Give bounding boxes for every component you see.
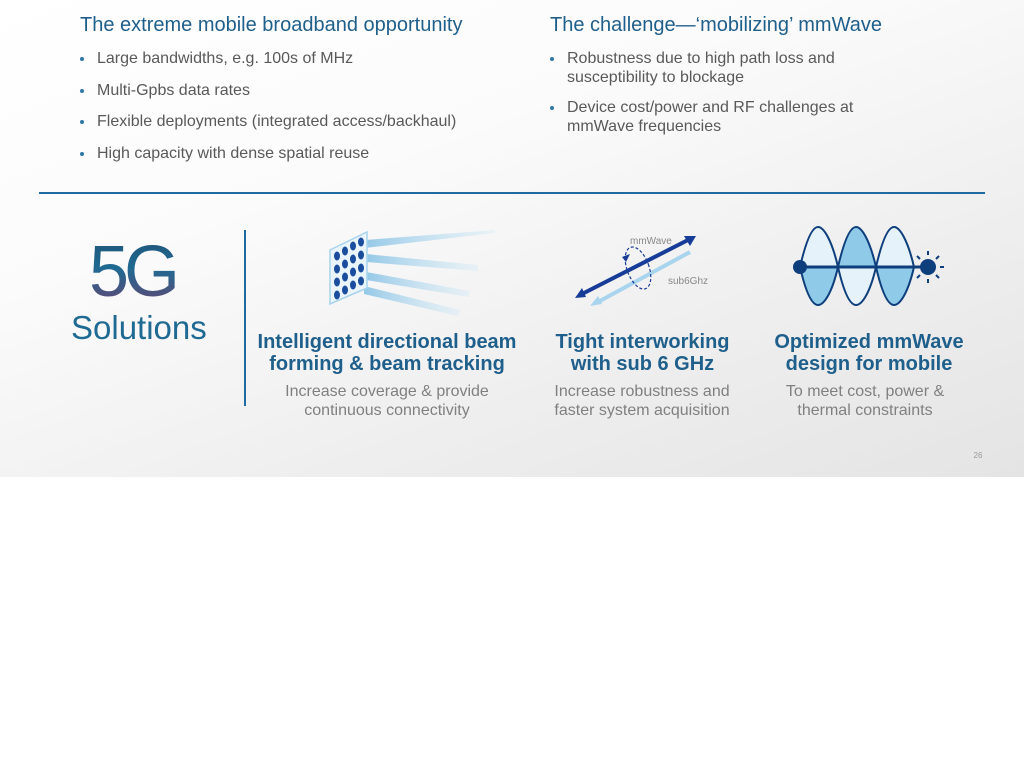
solutions-label: Solutions (71, 309, 207, 346)
beamforming-title: Intelligent directional beam forming & b… (257, 331, 517, 375)
opportunity-title: The extreme mobile broadband opportunity (80, 14, 463, 36)
bullet-item: Device cost/power and RF challenges at m… (550, 98, 880, 136)
slide: The extreme mobile broadband opportunity… (0, 0, 1024, 477)
sine-wave-sun-icon (793, 225, 944, 307)
mmwave-design-title: Optimized mmWave design for mobile (774, 331, 964, 375)
horizontal-divider (39, 192, 985, 194)
vertical-divider (244, 230, 246, 406)
interworking-description: Increase robustness and faster system ac… (554, 383, 730, 419)
mmwave-design-description: To meet cost, power & thermal constraint… (785, 383, 945, 419)
5g-logo-text: 5G (89, 232, 180, 312)
bullet-item: Large bandwidths, e.g. 100s of MHz (80, 49, 520, 68)
interworking-title: Tight interworking with sub 6 GHz (555, 331, 730, 375)
slide-number: 26 (973, 451, 983, 460)
interworking-arrows-icon: mmWave sub6Ghz (575, 236, 708, 306)
bullet-item: High capacity with dense spatial reuse (80, 144, 520, 163)
opportunity-bullets: Large bandwidths, e.g. 100s of MHz Multi… (80, 49, 520, 175)
mmwave-label: mmWave (630, 236, 672, 247)
bullet-item: Multi-Gpbs data rates (80, 81, 520, 100)
bullet-item: Robustness due to high path loss and sus… (550, 49, 880, 87)
bullet-item: Flexible deployments (integrated access/… (80, 112, 520, 131)
antenna-array-beams-icon (329, 230, 495, 316)
challenge-title: The challenge—‘mobilizing’ mmWave (550, 14, 882, 36)
challenge-bullets: Robustness due to high path loss and sus… (550, 49, 880, 147)
beamforming-description: Increase coverage & provide continuous c… (285, 383, 489, 419)
sub6ghz-label: sub6Ghz (668, 276, 708, 287)
